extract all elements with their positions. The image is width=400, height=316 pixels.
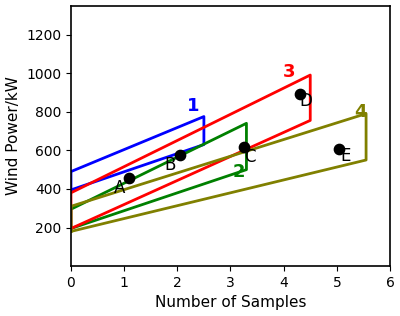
Text: C: C <box>244 148 256 166</box>
Text: E: E <box>341 147 351 165</box>
Point <box>126 176 133 181</box>
Text: A: A <box>114 179 126 197</box>
Y-axis label: Wind Power/kW: Wind Power/kW <box>6 76 20 195</box>
Point <box>240 145 247 150</box>
Text: D: D <box>300 92 312 110</box>
Text: 1: 1 <box>187 97 200 115</box>
Point <box>296 92 303 97</box>
Point <box>177 153 183 158</box>
Text: 4: 4 <box>354 103 367 121</box>
Text: 3: 3 <box>283 63 295 81</box>
X-axis label: Number of Samples: Number of Samples <box>155 295 306 310</box>
Text: 2: 2 <box>232 162 245 180</box>
Text: B: B <box>165 156 176 174</box>
Point <box>336 147 343 152</box>
